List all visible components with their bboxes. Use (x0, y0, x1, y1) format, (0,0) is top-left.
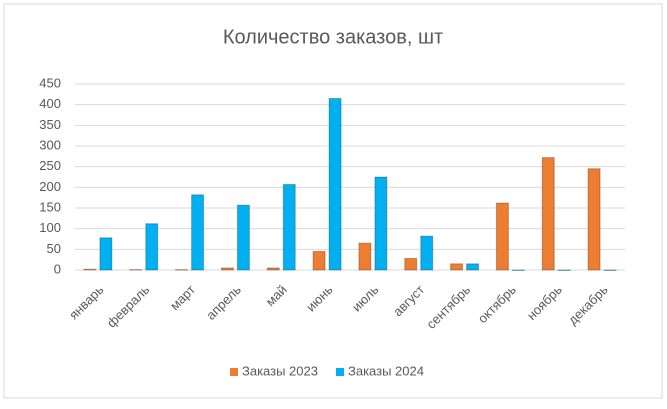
bar (328, 97, 342, 271)
bar (282, 183, 296, 271)
bar (404, 257, 418, 271)
y-tick-label: 450 (39, 75, 61, 90)
bar (603, 269, 617, 271)
bar (587, 168, 601, 271)
y-tick-label: 250 (39, 158, 61, 173)
y-tick-label: 50 (47, 241, 61, 256)
legend-swatch (230, 368, 238, 376)
bar (220, 267, 234, 271)
bar (358, 242, 372, 271)
bar (511, 269, 525, 271)
y-tick-label: 100 (39, 220, 61, 235)
bar (191, 194, 205, 271)
y-tick-label: 400 (39, 96, 61, 111)
bar (175, 269, 189, 271)
bar (557, 269, 571, 271)
bar (374, 176, 388, 271)
bar (145, 223, 159, 271)
y-tick-label: 300 (39, 137, 61, 152)
legend-label: Заказы 2024 (348, 363, 424, 378)
y-tick-label: 150 (39, 199, 61, 214)
bar (83, 268, 97, 271)
bar (99, 237, 113, 271)
bar (420, 235, 434, 271)
legend-swatch (335, 368, 344, 376)
bar (236, 204, 250, 271)
bar (495, 202, 509, 271)
chart-title: Количество заказов, шт (223, 26, 443, 48)
y-tick-label: 200 (39, 179, 61, 194)
bar (466, 263, 480, 271)
bar (450, 263, 464, 271)
y-tick-label: 350 (39, 117, 61, 132)
bar (312, 250, 326, 271)
legend-label: Заказы 2023 (242, 363, 318, 378)
bar (541, 157, 555, 271)
y-tick-label: 0 (54, 261, 61, 276)
bar (266, 267, 280, 271)
bar (129, 269, 143, 271)
